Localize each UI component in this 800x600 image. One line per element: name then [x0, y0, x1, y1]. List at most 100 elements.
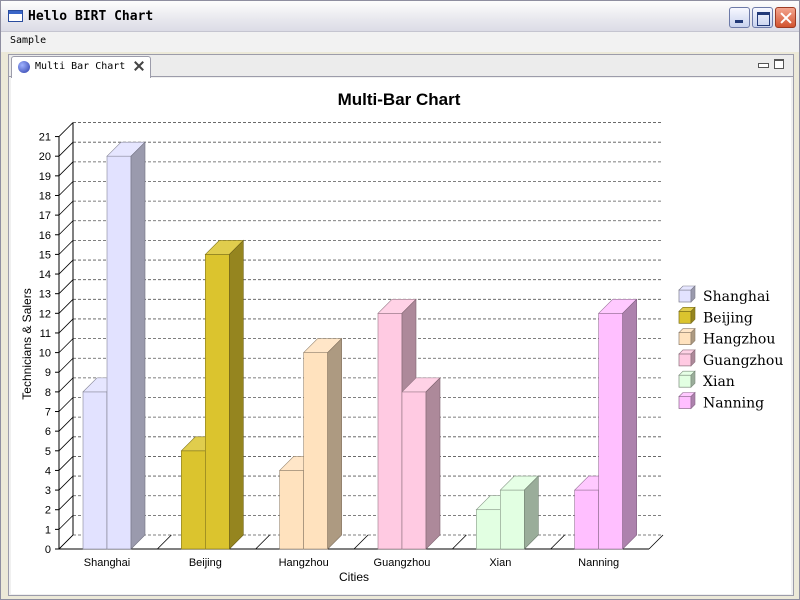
legend-label: Beijing — [703, 310, 753, 326]
x-tick-connector — [58, 534, 74, 550]
y-tick-connector — [58, 436, 74, 452]
view-minimize-icon[interactable] — [758, 60, 769, 69]
chart-area: Multi-Bar Chart 0 1 2 3 4 5 6 7 8 9 10 11 12 13 14 15 16 1… — [11, 78, 791, 594]
y-tick-connector — [58, 200, 74, 216]
bar — [476, 509, 501, 550]
x-tick-connector — [255, 534, 270, 550]
x-tick-connector — [648, 534, 664, 550]
x-tick-connector — [550, 534, 565, 550]
y-tick-connector — [58, 397, 74, 412]
legend-label: Shanghai — [703, 289, 770, 305]
y-tick-connector — [58, 259, 74, 275]
bar — [574, 489, 599, 550]
y-tick-label: 2 — [45, 505, 51, 517]
y-tick-label: 16 — [39, 230, 51, 242]
x-tick-connector — [157, 534, 172, 550]
y-tick-label: 0 — [45, 544, 51, 556]
minimize-button[interactable] — [729, 7, 750, 28]
y-tick-label: 17 — [39, 210, 51, 222]
y-tick-label: 4 — [45, 465, 51, 477]
y-tick-label: 19 — [39, 171, 51, 183]
x-tick-connector — [353, 534, 369, 550]
close-button[interactable] — [775, 7, 796, 28]
bar — [279, 470, 304, 550]
x-tick-connector — [452, 534, 467, 550]
y-tick-connector — [58, 456, 74, 471]
y-tick-label: 18 — [39, 190, 51, 202]
x-tick-label: Guangzhou — [374, 557, 431, 569]
y-tick-label: 14 — [39, 269, 51, 281]
legend-swatch-side — [690, 285, 696, 303]
bar-side — [425, 377, 441, 550]
legend-label: Nanning — [703, 396, 764, 412]
legend-swatch-side — [690, 327, 696, 346]
y-tick-label: 21 — [39, 132, 51, 144]
y-tick-label: 15 — [39, 249, 51, 261]
chart-view-icon — [18, 61, 30, 73]
title-bar[interactable]: Hello BIRT Chart — [1, 1, 799, 32]
y-tick-connector — [58, 495, 74, 511]
y-tick-label: 11 — [40, 328, 51, 340]
x-tick-label: Hangzhou — [279, 557, 329, 569]
legend-item: Hangzhou — [678, 327, 775, 348]
bar-side — [622, 298, 637, 550]
y-tick-connector — [58, 161, 74, 177]
y-tick-label: 13 — [39, 289, 51, 301]
legend-item: Guangzhou — [678, 349, 783, 369]
y-tick-connector — [58, 220, 74, 236]
tab-label: Multi Bar Chart — [35, 61, 126, 72]
bar-side — [130, 141, 146, 550]
legend-item: Shanghai — [678, 285, 770, 305]
y-tick-connector — [58, 122, 74, 137]
x-tick-label: Xian — [489, 557, 511, 569]
bar — [401, 391, 427, 550]
bar — [82, 391, 108, 550]
y-tick-connector — [58, 240, 74, 255]
x-tick-label: Shanghai — [84, 557, 131, 569]
y-tick-label: 7 — [45, 407, 51, 419]
bar — [500, 489, 525, 550]
y-tick-connector — [58, 515, 74, 530]
bar-side — [327, 337, 342, 550]
multi-bar-chart: Multi-Bar Chart0123456789101112131415161… — [20, 90, 783, 584]
bar — [598, 313, 623, 550]
legend-item: Xian — [678, 370, 735, 390]
menu-item-sample[interactable]: Sample — [10, 35, 47, 46]
chart-title: Multi-Bar Chart — [338, 90, 461, 109]
legend-item: Nanning — [678, 391, 764, 412]
bar — [205, 254, 230, 550]
tab-multi-bar-chart[interactable]: Multi Bar Chart — [11, 56, 151, 78]
view-maximize-icon[interactable] — [774, 59, 784, 69]
y-tick-connector — [58, 357, 74, 373]
tab-close-icon[interactable] — [133, 60, 145, 72]
legend-item: Beijing — [678, 306, 753, 326]
legend-label: Hangzhou — [703, 332, 775, 348]
legend-swatch — [678, 289, 692, 303]
y-tick-connector — [58, 141, 74, 157]
legend-swatch — [678, 374, 692, 388]
legend-swatch — [678, 310, 692, 324]
bar — [181, 450, 206, 550]
y-tick-label: 12 — [39, 308, 51, 320]
bar-side — [524, 475, 539, 550]
legend-swatch-side — [690, 349, 696, 367]
bar-side — [229, 239, 244, 550]
y-tick-connector — [58, 416, 74, 432]
legend-label: Xian — [703, 374, 735, 390]
x-tick-label: Nanning — [578, 557, 619, 569]
y-tick-label: 8 — [45, 387, 51, 399]
y-tick-connector — [58, 181, 74, 196]
legend-swatch-side — [690, 306, 696, 325]
legend-swatch — [678, 332, 692, 345]
bar — [377, 313, 403, 550]
y-tick-label: 5 — [45, 446, 51, 458]
y-tick-connector — [58, 279, 74, 294]
window-title: Hello BIRT Chart — [28, 9, 154, 24]
y-tick-connector — [58, 299, 74, 314]
window-icon — [8, 10, 23, 22]
maximize-button[interactable] — [752, 7, 773, 28]
y-tick-connector — [58, 475, 74, 491]
y-tick-label: 9 — [45, 367, 51, 379]
chart-view: Multi Bar Chart Multi-Bar Chart 0 1 2 3 4 5 6 7 8… — [8, 54, 794, 596]
